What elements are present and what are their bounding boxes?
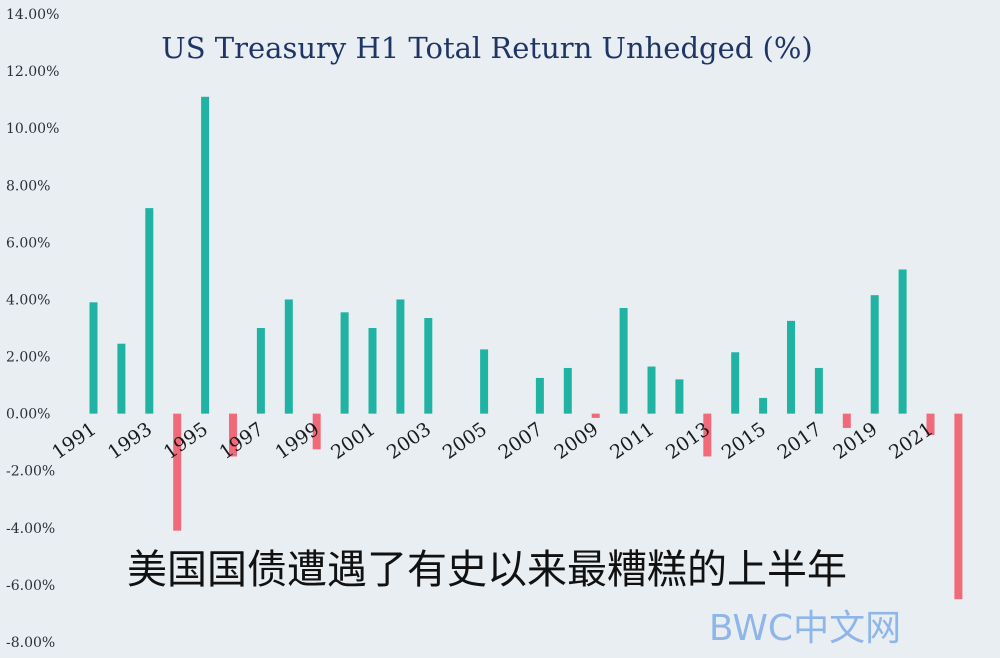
x-tick-label: 2007: [495, 418, 547, 464]
bar: [229, 413, 237, 457]
bar: [703, 413, 712, 457]
bar: [954, 413, 963, 600]
bar: [731, 352, 740, 414]
bar: [898, 269, 907, 414]
watermark-text: BWC中文网: [709, 608, 901, 649]
y-tick-label: 8.00%: [6, 178, 50, 194]
x-tick-label: 2009: [550, 418, 602, 464]
bar: [256, 328, 265, 414]
x-tick-label: 1993: [104, 418, 156, 464]
y-tick-label: -6.00%: [6, 578, 55, 594]
bar: [89, 302, 98, 414]
bar: [675, 379, 684, 414]
x-tick-label: 1991: [48, 418, 100, 464]
x-tick-label: 2013: [662, 418, 714, 464]
x-tick-label: 2011: [606, 418, 658, 464]
bar: [201, 96, 210, 414]
bar: [814, 367, 823, 414]
bar: [870, 295, 879, 414]
bar: [619, 308, 628, 414]
x-tick-label: 2015: [718, 418, 770, 464]
x-tick-label: 2017: [774, 418, 826, 464]
bars: [89, 96, 963, 600]
x-tick-label: 2001: [327, 418, 379, 464]
bar: [424, 318, 433, 414]
bar: [787, 320, 795, 414]
caption-text: 美国国债遭遇了有史以来最糟糕的上半年: [127, 547, 847, 593]
bar: [759, 397, 768, 414]
chart-title: US Treasury H1 Total Return Unhedged (%): [161, 31, 812, 65]
bar: [284, 299, 293, 414]
x-tick-label: 1999: [271, 418, 323, 464]
bar: [563, 367, 572, 414]
y-tick-label: 14.00%: [6, 7, 59, 23]
bar: [842, 413, 851, 428]
y-tick-label: 10.00%: [6, 121, 59, 137]
x-tick-label: 2021: [885, 418, 937, 464]
bar: [117, 343, 126, 414]
bar: [368, 328, 377, 414]
bar: [535, 377, 544, 414]
bar: [647, 366, 656, 414]
bar: [480, 349, 489, 414]
bar: [173, 413, 182, 531]
y-tick-label: -4.00%: [6, 521, 55, 537]
bar: [591, 413, 600, 418]
bar: [145, 208, 154, 414]
x-tick-label: 2019: [829, 418, 881, 464]
bar: [340, 312, 349, 414]
bar: [926, 413, 935, 436]
y-tick-label: 0.00%: [6, 407, 50, 423]
x-tick-label: 2005: [439, 418, 491, 464]
y-tick-label: 6.00%: [6, 235, 50, 251]
bar: [396, 299, 405, 414]
y-tick-label: 2.00%: [6, 350, 50, 366]
y-tick-label: -2.00%: [6, 464, 55, 480]
bar: [312, 413, 321, 450]
y-tick-label: 4.00%: [6, 292, 50, 308]
y-tick-label: -8.00%: [6, 635, 55, 651]
y-tick-label: 12.00%: [6, 64, 59, 80]
x-tick-label: 1995: [160, 418, 212, 464]
y-axis-ticks: 14.00% 12.00% 10.00% 8.00% 6.00% 4.00% 2.00% 0.…: [6, 7, 59, 651]
x-axis-ticks: 1991 1993 1995 1997 1999 2001 2003 2005 2007 2009…: [48, 418, 937, 464]
x-tick-label: 2003: [383, 418, 435, 464]
x-tick-label: 1997: [216, 418, 268, 464]
